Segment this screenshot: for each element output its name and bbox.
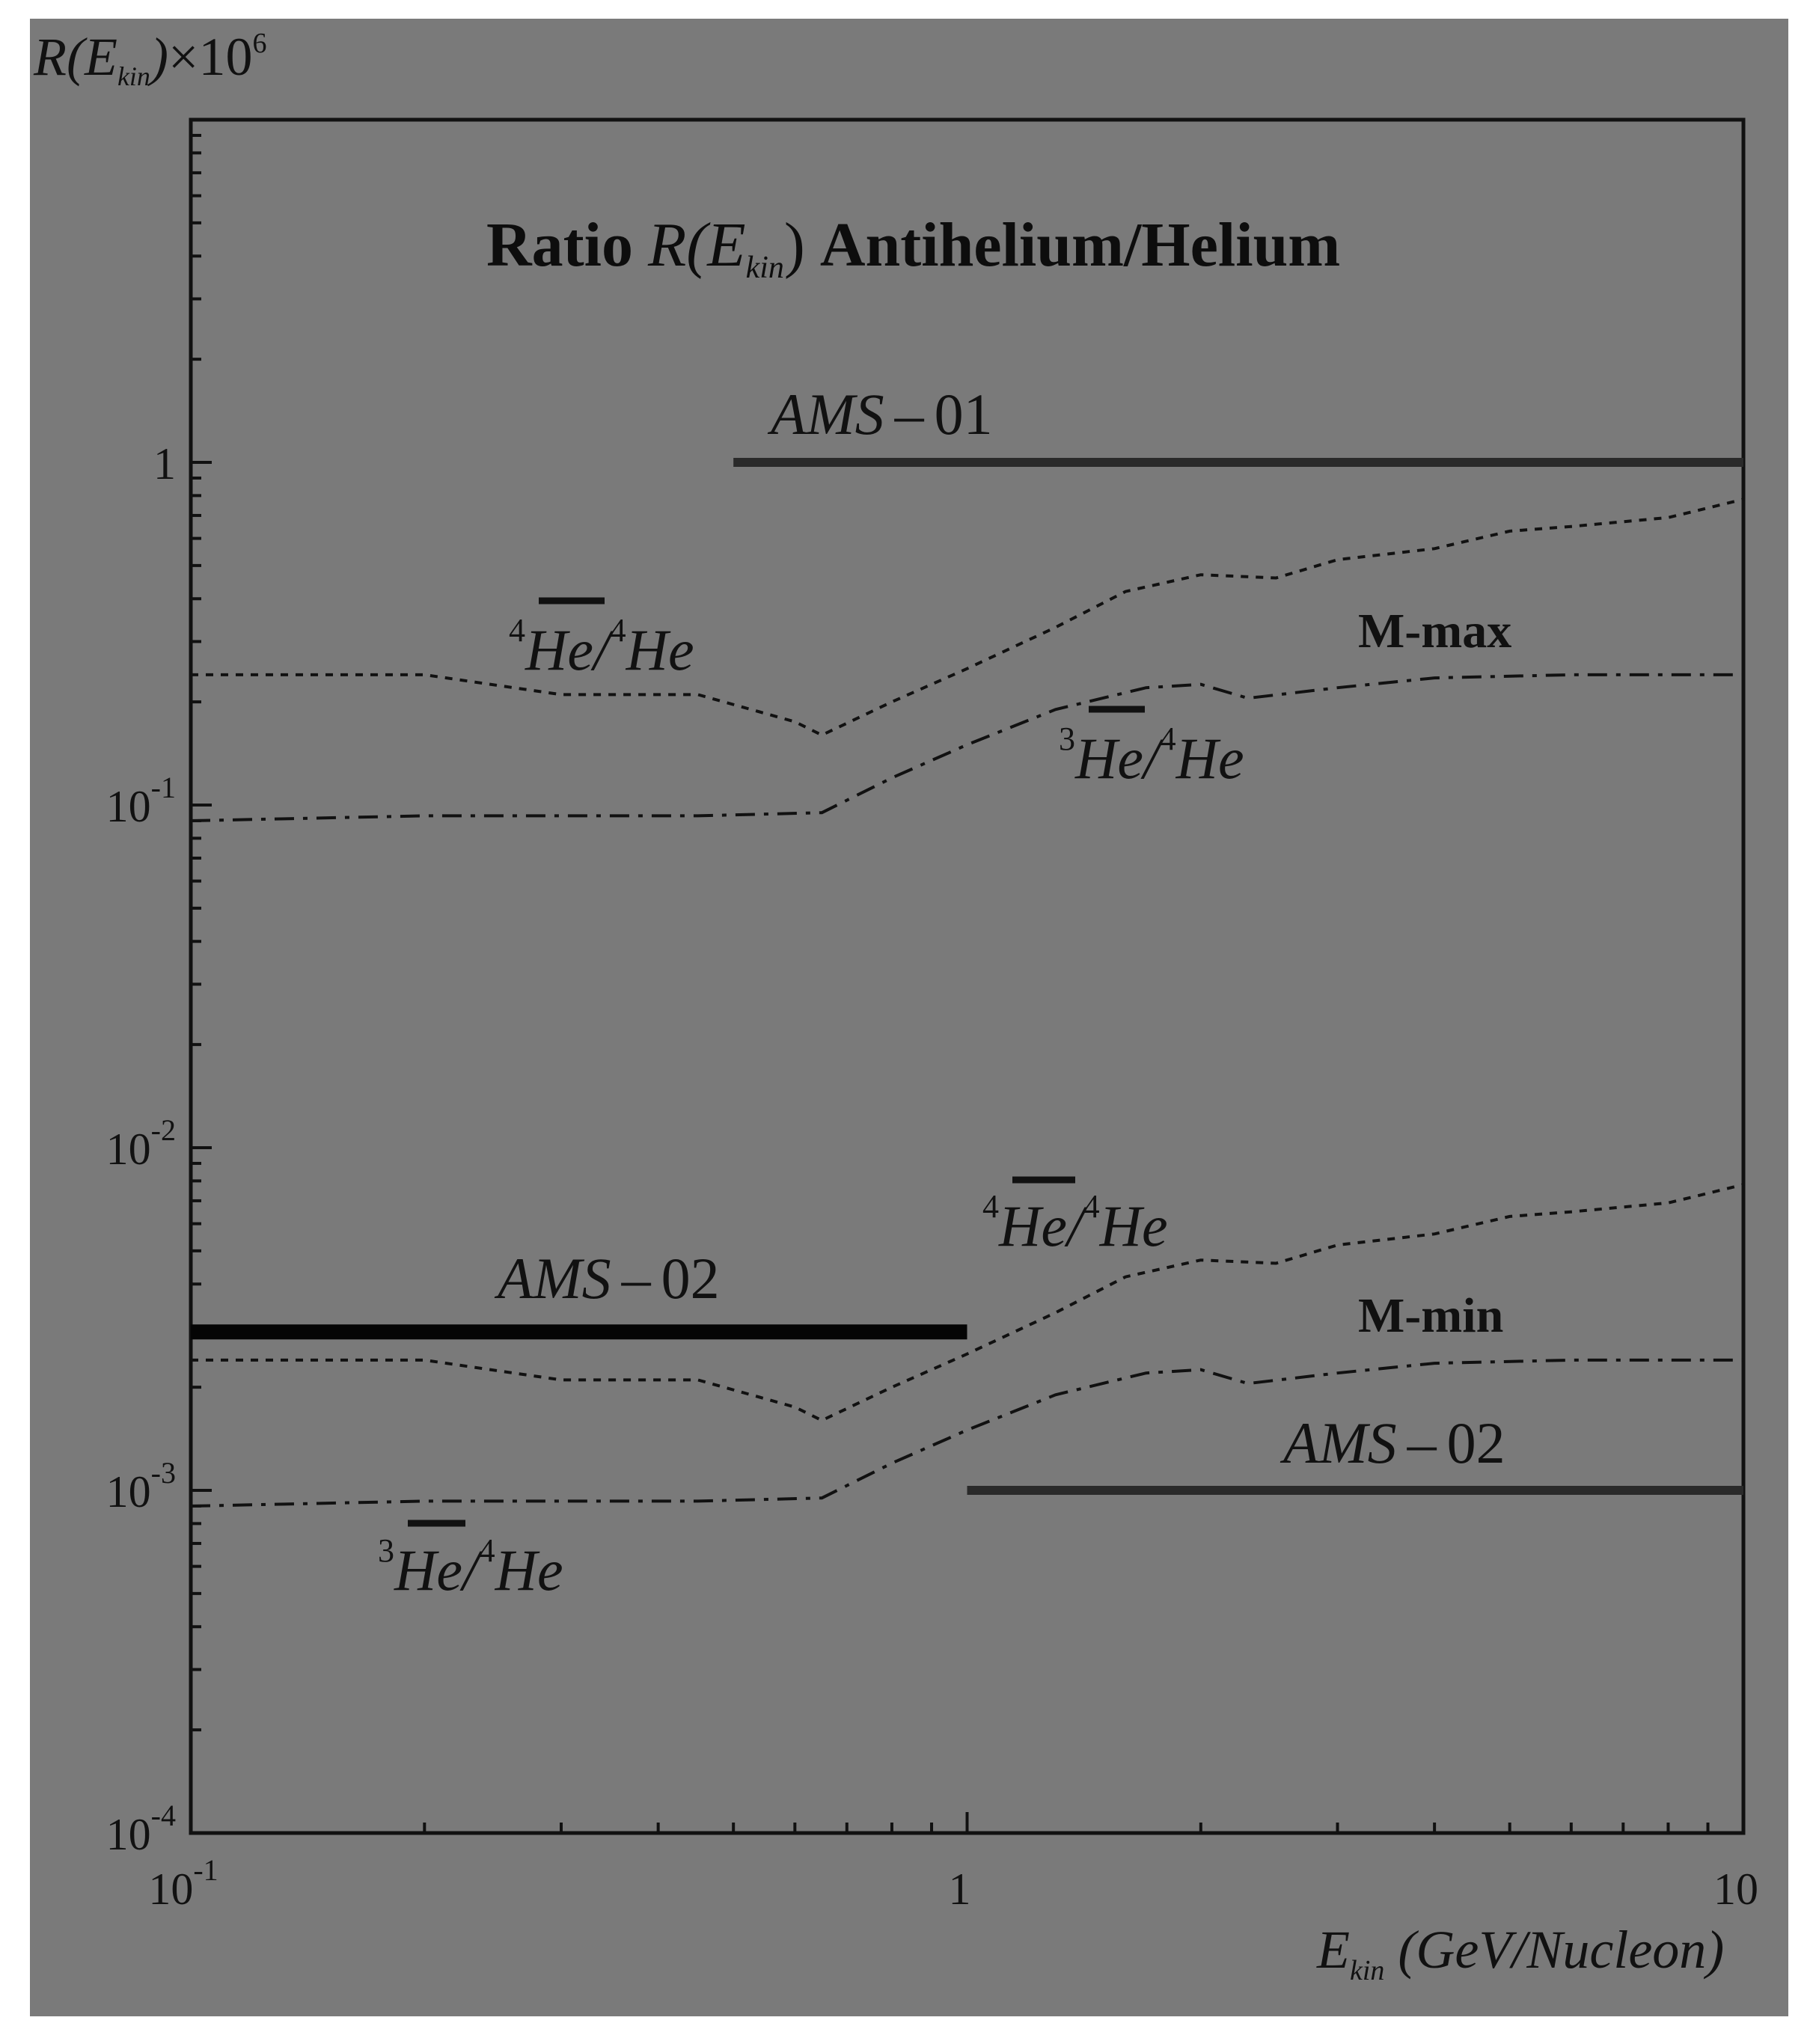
chart-title-paren-close: ) [784,210,805,280]
y-tick-label-base: 10 [106,1810,151,1859]
y-tick-label-base: 10 [106,1467,151,1517]
chart-background [30,19,1788,2016]
he4-bottom-pre: 4 [982,1188,999,1225]
m-max-label: M-max [1358,604,1511,658]
he4-top-num: He [525,617,593,682]
he4-top-label: 4He/4He [509,597,694,682]
y-axis-label: R(Ekin)×106 [33,27,267,91]
x-tick-label-base: 1 [949,1864,971,1914]
he3-bottom-pre2: 4 [479,1532,495,1569]
he4-top-pre2: 4 [610,612,626,649]
series-line-1 [191,498,1744,737]
x-tick-label: 10 [1713,1864,1758,1914]
ams-01-label: AMS –01 [767,382,993,447]
he3-bottom-label: 3He/4He [378,1520,563,1603]
he4-bottom-num: He [998,1193,1067,1258]
he3-bottom-num: He [394,1537,462,1603]
x-tick-label-exp: -1 [193,1853,218,1887]
y-tick-label-exp: -2 [151,1113,176,1147]
he3-top-label: 3He/4He [1059,706,1244,791]
m-min-label: M-min [1358,1288,1503,1343]
ams-02-high-label-suffix: 02 [1447,1410,1505,1475]
x-axis-label-units: (GeV/Nucleon) [1398,1920,1724,1980]
series-line-2 [190,673,1743,822]
limit-group [191,458,1743,1495]
y-axis-label-sub: kin [117,61,150,91]
y-tick-label: 10-1 [106,771,176,831]
ams-02-low-label-suffix: 02 [661,1246,720,1311]
he3-top-den: He [1175,726,1244,791]
ams-02-high-label-main: AMS [1280,1410,1397,1475]
x-axis-label: Ekin (GeV/Nucleon) [1316,1920,1724,1986]
series-line-4 [190,1358,1743,1508]
he3-bottom-text: 3He/4He [378,1532,563,1603]
x-tick-label-base: 10 [148,1864,193,1914]
y-tick-label: 10-4 [106,1799,176,1859]
y-axis-label-mult: ×10 [168,27,253,87]
he4-top-text: 4He/4He [509,612,694,682]
y-axis-label-paren-close: ) [147,27,168,87]
y-tick-label-exp: -4 [151,1799,176,1832]
y-tick-label-base: 10 [106,1124,151,1174]
y-tick-label-exp: -3 [151,1456,176,1490]
series-line-3 [191,1183,1744,1422]
y-tick-label-base: 1 [153,439,176,489]
he4-top-pre: 4 [509,612,525,649]
y-tick-label: 1 [153,439,176,489]
ams-02-high-label-dash: – [1407,1410,1437,1475]
y-tick-label: 10-3 [106,1456,176,1517]
x-tick-label-base: 10 [1713,1864,1758,1914]
chart-title-prefix: Ratio [486,210,633,280]
chart-title: Ratio R(Ekin) Antihelium/Helium [486,210,1340,285]
he3-top-pre2: 4 [1160,720,1176,757]
he4-bottom-text: 4He/4He [982,1188,1168,1258]
y-tick-label: 10-2 [106,1113,176,1174]
ams-02-low-label: AMS –02 [494,1246,720,1311]
y-tick-label-exp: -1 [151,771,176,804]
he4-top-den: He [626,617,694,682]
chart-title-var: R [647,210,686,280]
he3-top-pre: 3 [1059,720,1075,757]
he4-bottom-den: He [1099,1193,1168,1258]
y-axis-label-exp: 6 [253,28,267,59]
chart-title-suffix: Antihelium/Helium [820,210,1340,280]
ams-01-label-main: AMS [767,382,884,447]
he3-bottom-den: He [495,1537,563,1603]
x-axis-label-sub: kin [1350,1955,1384,1986]
he3-bottom-pre: 3 [378,1532,394,1569]
x-tick-label: 1 [949,1864,971,1914]
ams-01-label-suffix: 01 [935,382,993,447]
he3-top-num: He [1074,726,1143,791]
ams-02-low-label-main: AMS [494,1246,611,1311]
y-tick-label-base: 10 [106,782,151,831]
y-axis-label-paren-open: (E [67,27,117,87]
ams-01-label-dash: – [894,382,925,447]
he4-bottom-pre2: 4 [1083,1188,1100,1225]
chart-title-paren-open: (E [686,210,745,280]
series-group [190,498,1744,1508]
chart-title-sub: kin [746,251,784,285]
x-axis-label-var: E [1316,1920,1350,1980]
y-axis-label-var: R [33,27,67,87]
ams-02-high-label: AMS –02 [1280,1410,1505,1475]
he3-top-text: 3He/4He [1059,720,1244,791]
x-tick-label: 10-1 [148,1853,218,1914]
ams-02-low-label-dash: – [621,1246,652,1311]
